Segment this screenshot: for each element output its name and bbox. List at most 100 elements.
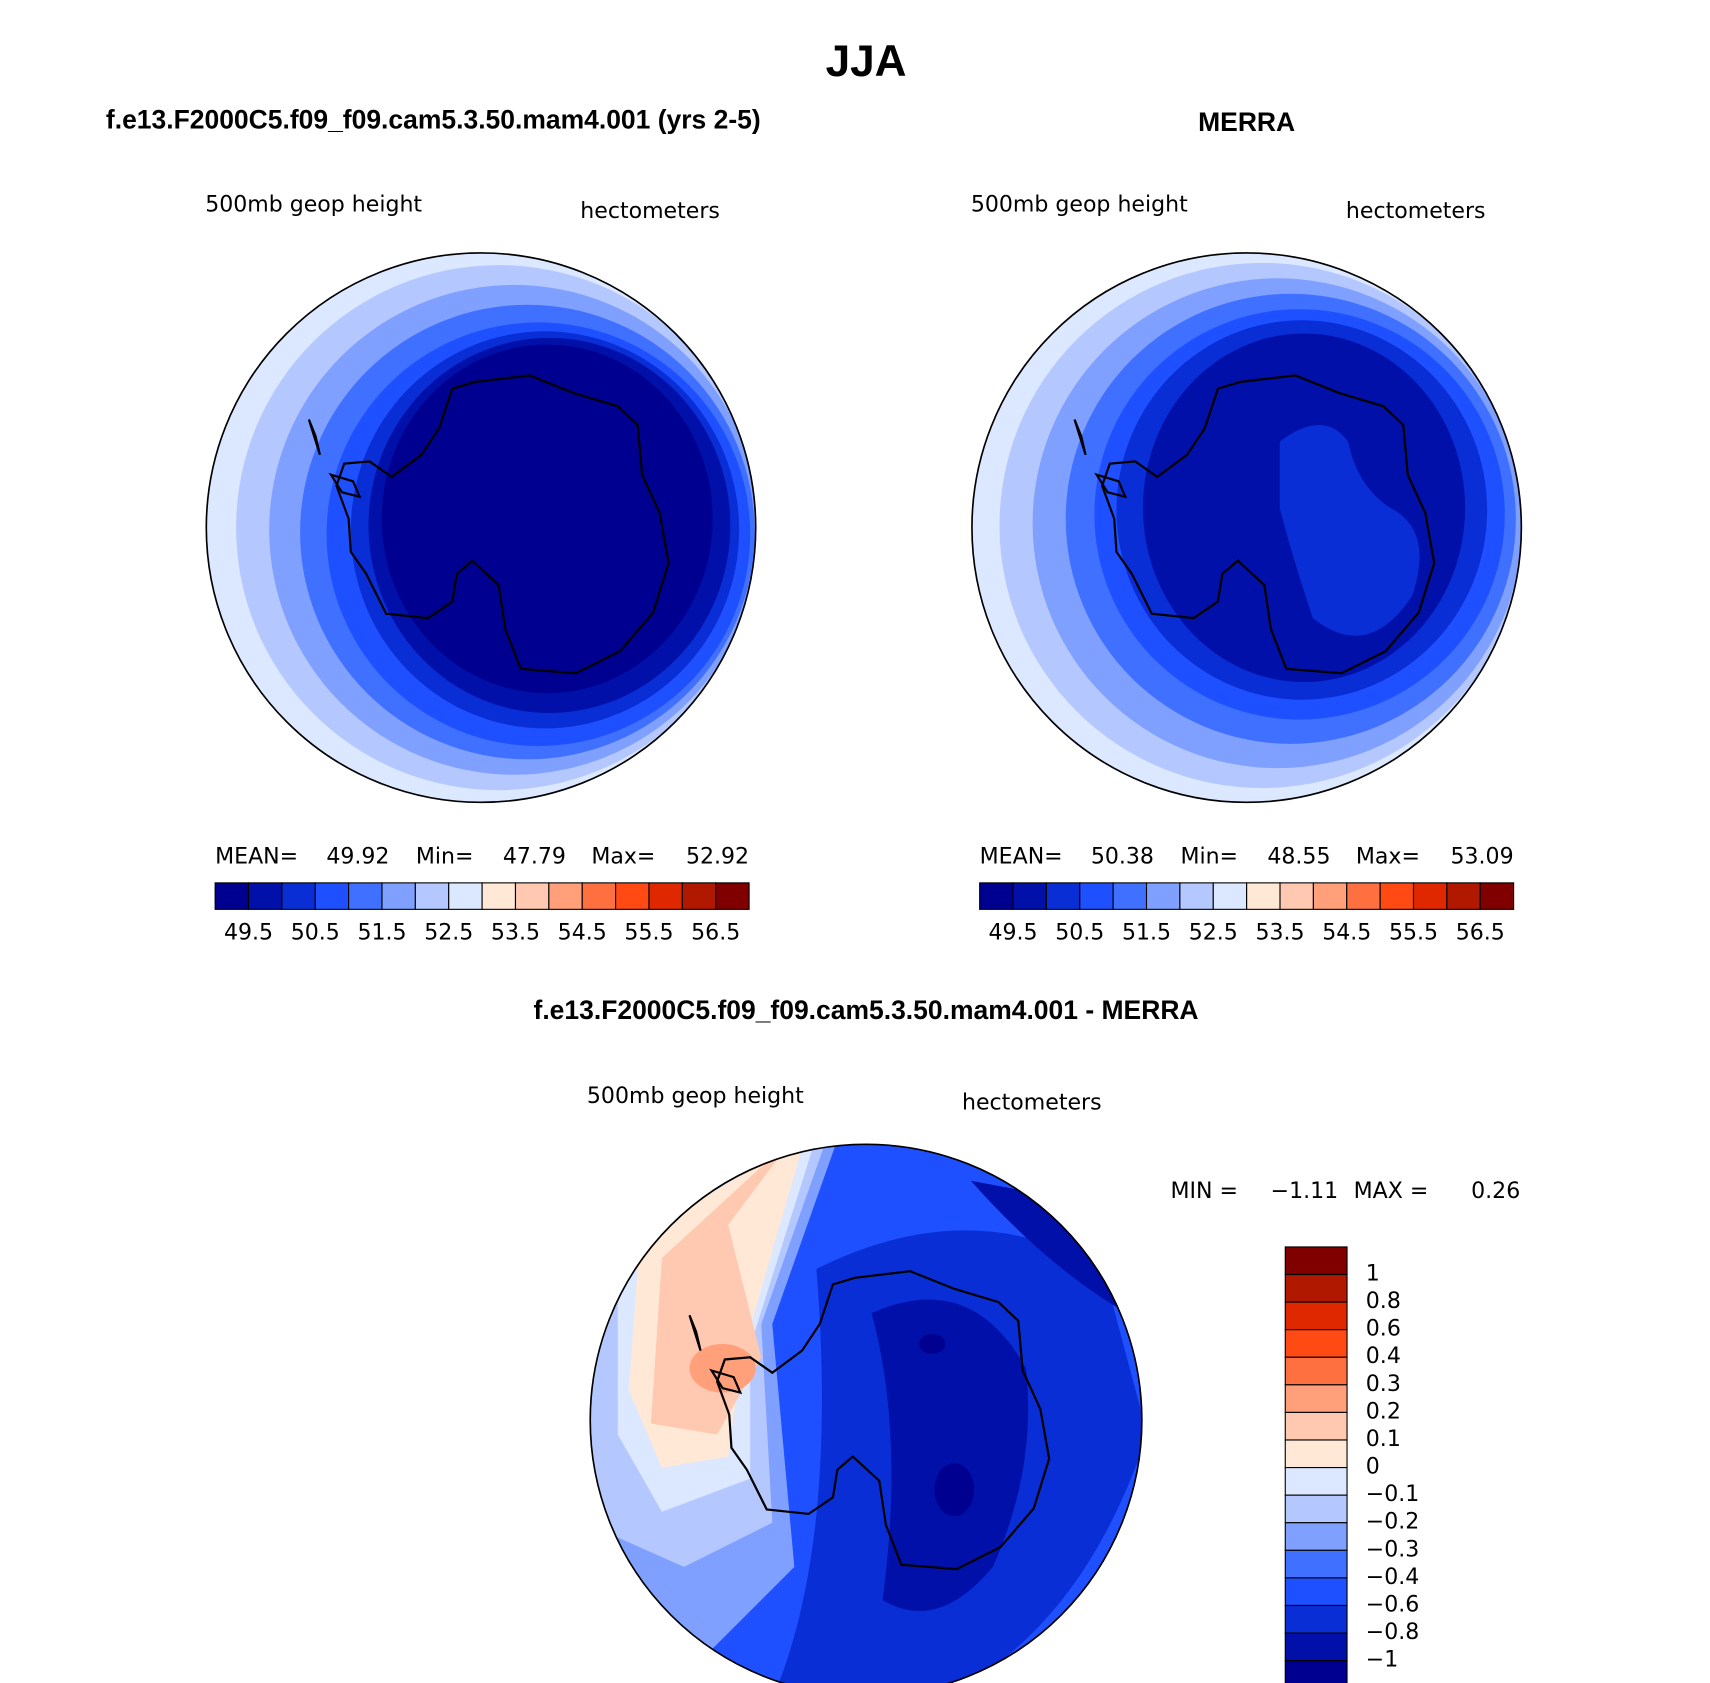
- colorbar-box: [1145, 882, 1181, 910]
- colorbar-box: [1212, 882, 1248, 910]
- colorbar-box: [1346, 882, 1381, 910]
- colorbar-label: 0.1: [1366, 1427, 1401, 1452]
- colorbar-box: [1284, 1577, 1348, 1607]
- stat-text: Min=: [1180, 844, 1238, 869]
- figure-title: JJA: [826, 37, 907, 86]
- colorbar-box: [1479, 882, 1515, 910]
- colorbar-box: [1284, 1329, 1348, 1358]
- colorbar-box: [648, 882, 683, 910]
- map: [590, 1144, 1142, 1683]
- colorbar-label: −0.8: [1366, 1620, 1420, 1645]
- stat-text: MEAN=: [980, 844, 1063, 869]
- colorbar-label: 52.5: [424, 921, 473, 946]
- colorbar-label: −0.3: [1366, 1537, 1420, 1562]
- stat-text: 47.79: [503, 844, 566, 869]
- colorbar-box: [481, 882, 517, 910]
- stat-text: Max=: [591, 844, 655, 869]
- stat-text: −1.11: [1271, 1179, 1339, 1204]
- stat-text: MEAN=: [215, 844, 298, 869]
- colorbar-box: [1284, 1604, 1348, 1634]
- stat-text: MIN =: [1171, 1179, 1239, 1204]
- colorbar-label: 56.5: [691, 921, 740, 946]
- stat-text: 48.55: [1267, 844, 1330, 869]
- colorbar-box: [1284, 1549, 1348, 1579]
- map: [971, 252, 1522, 803]
- colorbar-box: [1284, 1632, 1348, 1662]
- units-label: hectometers: [1346, 199, 1486, 224]
- panel-title: MERRA: [1198, 107, 1295, 137]
- colorbar-label: 49.5: [224, 921, 273, 946]
- stat-text: 49.92: [326, 844, 389, 869]
- colorbar-box: [1246, 882, 1281, 910]
- colorbar-label: 1: [1366, 1262, 1380, 1287]
- colorbar-label: −0.1: [1366, 1482, 1420, 1507]
- colorbar-box: [1284, 1356, 1348, 1386]
- colorbar-box: [979, 882, 1014, 910]
- colorbar-box: [1045, 882, 1081, 910]
- colorbar-box: [281, 882, 316, 910]
- panel-title: f.e13.F2000C5.f09_f09.cam5.3.50.mam4.001…: [106, 105, 761, 135]
- map: [206, 252, 756, 803]
- colorbar-box: [1284, 1384, 1348, 1413]
- colorbar-box: [448, 882, 483, 910]
- colorbar-box: [381, 882, 416, 910]
- colorbar-label: 0.4: [1366, 1344, 1401, 1369]
- colorbar-label: 0: [1366, 1455, 1380, 1480]
- units-label: hectometers: [962, 1091, 1102, 1116]
- stat-text: MAX =: [1354, 1179, 1429, 1204]
- variable-label: 500mb geop height: [205, 192, 422, 217]
- colorbar-label: 49.5: [988, 921, 1037, 946]
- colorbar-box: [348, 882, 383, 910]
- colorbar-box: [1279, 882, 1314, 910]
- colorbar-label: 52.5: [1189, 921, 1238, 946]
- colorbar-label: 50.5: [1055, 921, 1104, 946]
- colorbar-label: 51.5: [357, 921, 406, 946]
- colorbar-box: [1179, 882, 1214, 910]
- colorbar-box: [1284, 1273, 1348, 1303]
- stat-text: Max=: [1356, 844, 1420, 869]
- stat-text: 53.09: [1451, 844, 1514, 869]
- colorbar-box: [715, 882, 750, 910]
- colorbar-label: −0.4: [1366, 1565, 1420, 1590]
- stat-text: Min=: [416, 844, 474, 869]
- colorbar-box: [581, 882, 617, 910]
- colorbar-box: [1412, 882, 1448, 910]
- colorbar-label: 55.5: [624, 921, 673, 946]
- colorbar-label: 54.5: [558, 921, 607, 946]
- colorbar-label: −0.2: [1366, 1510, 1420, 1535]
- colorbar-box: [1379, 882, 1415, 910]
- colorbar-box: [1112, 882, 1148, 910]
- variable-label: 500mb geop height: [971, 192, 1188, 217]
- colorbar-label: 54.5: [1322, 921, 1371, 946]
- colorbar-label: 53.5: [1255, 921, 1304, 946]
- colorbar-box: [314, 882, 350, 910]
- colorbar-box: [514, 882, 550, 910]
- colorbar-box: [1284, 1411, 1348, 1441]
- colorbar-label: −1: [1366, 1648, 1399, 1673]
- colorbar-label: 53.5: [491, 921, 540, 946]
- colorbar-box: [1012, 882, 1047, 910]
- colorbar-box: [1284, 1522, 1348, 1551]
- colorbar-label: 51.5: [1122, 921, 1171, 946]
- stat-text: 0.26: [1471, 1179, 1520, 1204]
- units-label: hectometers: [580, 199, 720, 224]
- colorbar-box: [1079, 882, 1114, 910]
- colorbar-label: 55.5: [1389, 921, 1438, 946]
- colorbar-box: [1312, 882, 1348, 910]
- panel-title: f.e13.F2000C5.f09_f09.cam5.3.50.mam4.001…: [534, 995, 1199, 1025]
- colorbar-label: 56.5: [1456, 921, 1505, 946]
- colorbar-box: [1284, 1246, 1348, 1276]
- colorbar-label: 0.8: [1366, 1289, 1401, 1314]
- colorbar-box: [1446, 882, 1481, 910]
- colorbar-box: [548, 882, 583, 910]
- colorbar-label: 0.6: [1366, 1317, 1401, 1342]
- colorbar-label: −0.6: [1366, 1592, 1420, 1617]
- colorbar-box: [681, 882, 717, 910]
- colorbar-box: [1284, 1439, 1348, 1469]
- colorbar-box: [1284, 1494, 1348, 1524]
- colorbar-box: [247, 882, 283, 910]
- colorbar-box: [1284, 1301, 1348, 1331]
- variable-label: 500mb geop height: [587, 1084, 804, 1109]
- colorbar-box: [615, 882, 650, 910]
